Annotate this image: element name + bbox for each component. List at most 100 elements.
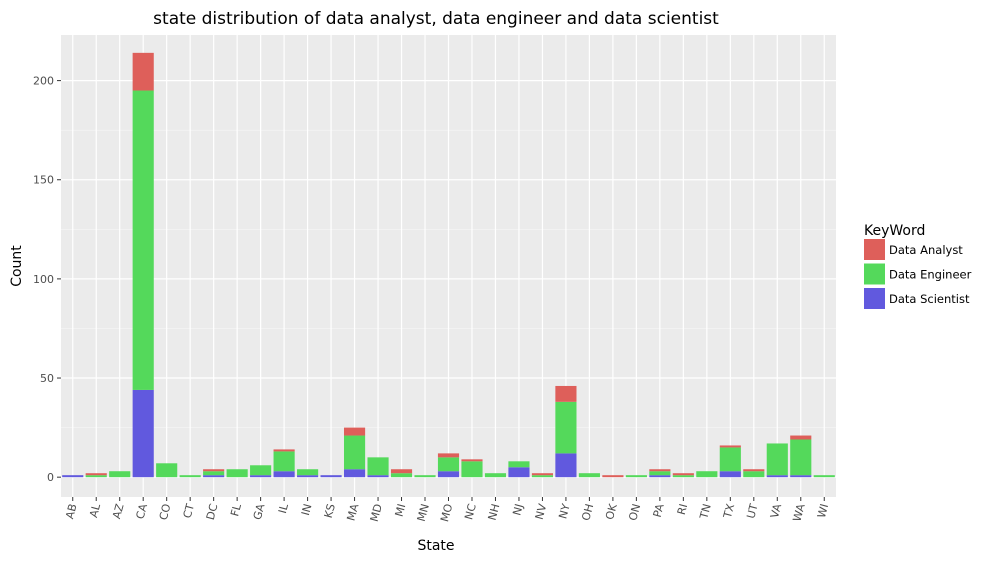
x-tick-label: GA — [251, 502, 268, 521]
bar-segment — [531, 473, 554, 476]
bar-segment — [343, 427, 366, 436]
bar-segment — [555, 401, 577, 454]
bar-segment — [390, 469, 413, 474]
x-tick-label: CT — [181, 502, 197, 520]
bar-segment — [696, 471, 718, 478]
x-tick-label: OK — [603, 502, 620, 521]
x-tick-label: AB — [63, 502, 79, 520]
bar-segment — [461, 459, 483, 462]
bar-segment — [461, 461, 483, 478]
grid-lines — [61, 35, 836, 497]
bar-segment — [414, 475, 436, 478]
bar-segment — [437, 453, 460, 458]
x-tick-label: NV — [533, 502, 550, 521]
chart-title: state distribution of data analyst, data… — [153, 9, 719, 29]
y-tick-label: 100 — [33, 273, 54, 286]
bar-segment — [719, 447, 741, 472]
bar-segment — [766, 443, 788, 476]
bar-segment — [743, 469, 765, 472]
x-tick-label: VA — [768, 502, 784, 520]
x-tick-label: MN — [415, 502, 432, 522]
x-tick-label: FL — [228, 502, 244, 518]
x-axis-label: State — [417, 538, 454, 554]
x-tick-label: TN — [697, 502, 714, 521]
x-tick-label: NC — [462, 502, 479, 521]
bar-segment — [109, 471, 131, 478]
bar-segment — [273, 471, 295, 478]
x-tick-label: WI — [815, 502, 831, 519]
legend-label: Data Engineer — [889, 268, 972, 282]
x-tick-label: ON — [626, 502, 643, 522]
legend-swatch — [864, 239, 885, 260]
bar-segment — [367, 475, 389, 478]
x-tick-label: NH — [486, 502, 503, 521]
bar-segment — [625, 475, 647, 478]
bar-segment — [343, 469, 366, 478]
bar-segment — [508, 467, 530, 478]
x-tick-label: CO — [157, 502, 174, 521]
bar-segment — [85, 475, 107, 478]
bar-segment — [649, 471, 671, 476]
bar-segment — [790, 475, 812, 478]
bar-segment — [179, 475, 201, 478]
bar-segment — [320, 475, 342, 478]
x-tick-label: CA — [134, 502, 151, 521]
bar-segment — [203, 475, 225, 478]
bar-segment — [132, 90, 154, 390]
x-tick-label: OH — [579, 502, 596, 522]
bar-segment — [390, 473, 413, 478]
x-tick-label: PA — [651, 502, 667, 519]
bar-segment — [649, 469, 671, 472]
y-axis-label: Count — [9, 245, 25, 287]
bar-segment — [437, 471, 460, 478]
y-tick-label: 200 — [33, 75, 54, 88]
bar-segment — [297, 475, 319, 478]
x-tick-label: IN — [299, 502, 315, 516]
bar-segment — [578, 473, 600, 478]
bar-segment — [555, 453, 577, 478]
bar-segment — [555, 385, 577, 402]
bar-segment — [132, 52, 154, 91]
bar-segment — [602, 475, 624, 478]
bar-segment — [719, 445, 741, 448]
x-tick-label: IL — [276, 502, 291, 515]
x-tick-label: AZ — [110, 502, 127, 520]
bar-segment — [508, 461, 530, 468]
bar-segment — [437, 457, 460, 472]
y-tick-label: 0 — [47, 471, 54, 484]
legend-label: Data Scientist — [889, 292, 970, 306]
bar-segment — [250, 465, 272, 476]
y-tick-label: 50 — [40, 372, 54, 385]
bar-segment — [85, 473, 107, 476]
bars — [62, 52, 835, 478]
x-tick-label: MA — [344, 502, 361, 522]
bar-segment — [273, 449, 295, 452]
bar-segment — [203, 469, 225, 472]
bar-segment — [790, 439, 812, 476]
x-tick-label: MO — [438, 502, 455, 523]
bar-segment — [531, 475, 554, 478]
x-tick-label: AL — [87, 502, 103, 519]
x-tick-label: DC — [204, 502, 221, 521]
legend-label: Data Analyst — [889, 243, 963, 257]
x-tick-label: KS — [322, 502, 338, 519]
bar-segment — [62, 475, 84, 478]
bar-segment — [297, 469, 319, 476]
x-tick-label: NY — [556, 502, 572, 520]
y-tick-label: 150 — [33, 174, 54, 187]
x-tick-label: MD — [368, 502, 385, 523]
x-axis-ticks: AB AL AZ CA CO CT DC FL GA IL IN KS MA MD MI MN MO NC NH NJ… — [63, 497, 831, 523]
legend-swatch — [864, 288, 885, 309]
legend-swatch — [864, 263, 885, 285]
bar-segment — [672, 475, 694, 478]
x-tick-label: RI — [675, 502, 690, 516]
bar-segment — [649, 475, 671, 478]
x-tick-label: NJ — [510, 502, 526, 516]
bar-segment — [743, 471, 765, 478]
legend: KeyWord Data Analyst Data Engineer Data Sc… — [864, 223, 972, 309]
bar-segment — [672, 473, 694, 476]
bar-segment — [790, 435, 812, 440]
x-tick-label: MI — [393, 502, 409, 518]
bar-segment — [813, 475, 835, 478]
bar-segment — [156, 463, 178, 478]
